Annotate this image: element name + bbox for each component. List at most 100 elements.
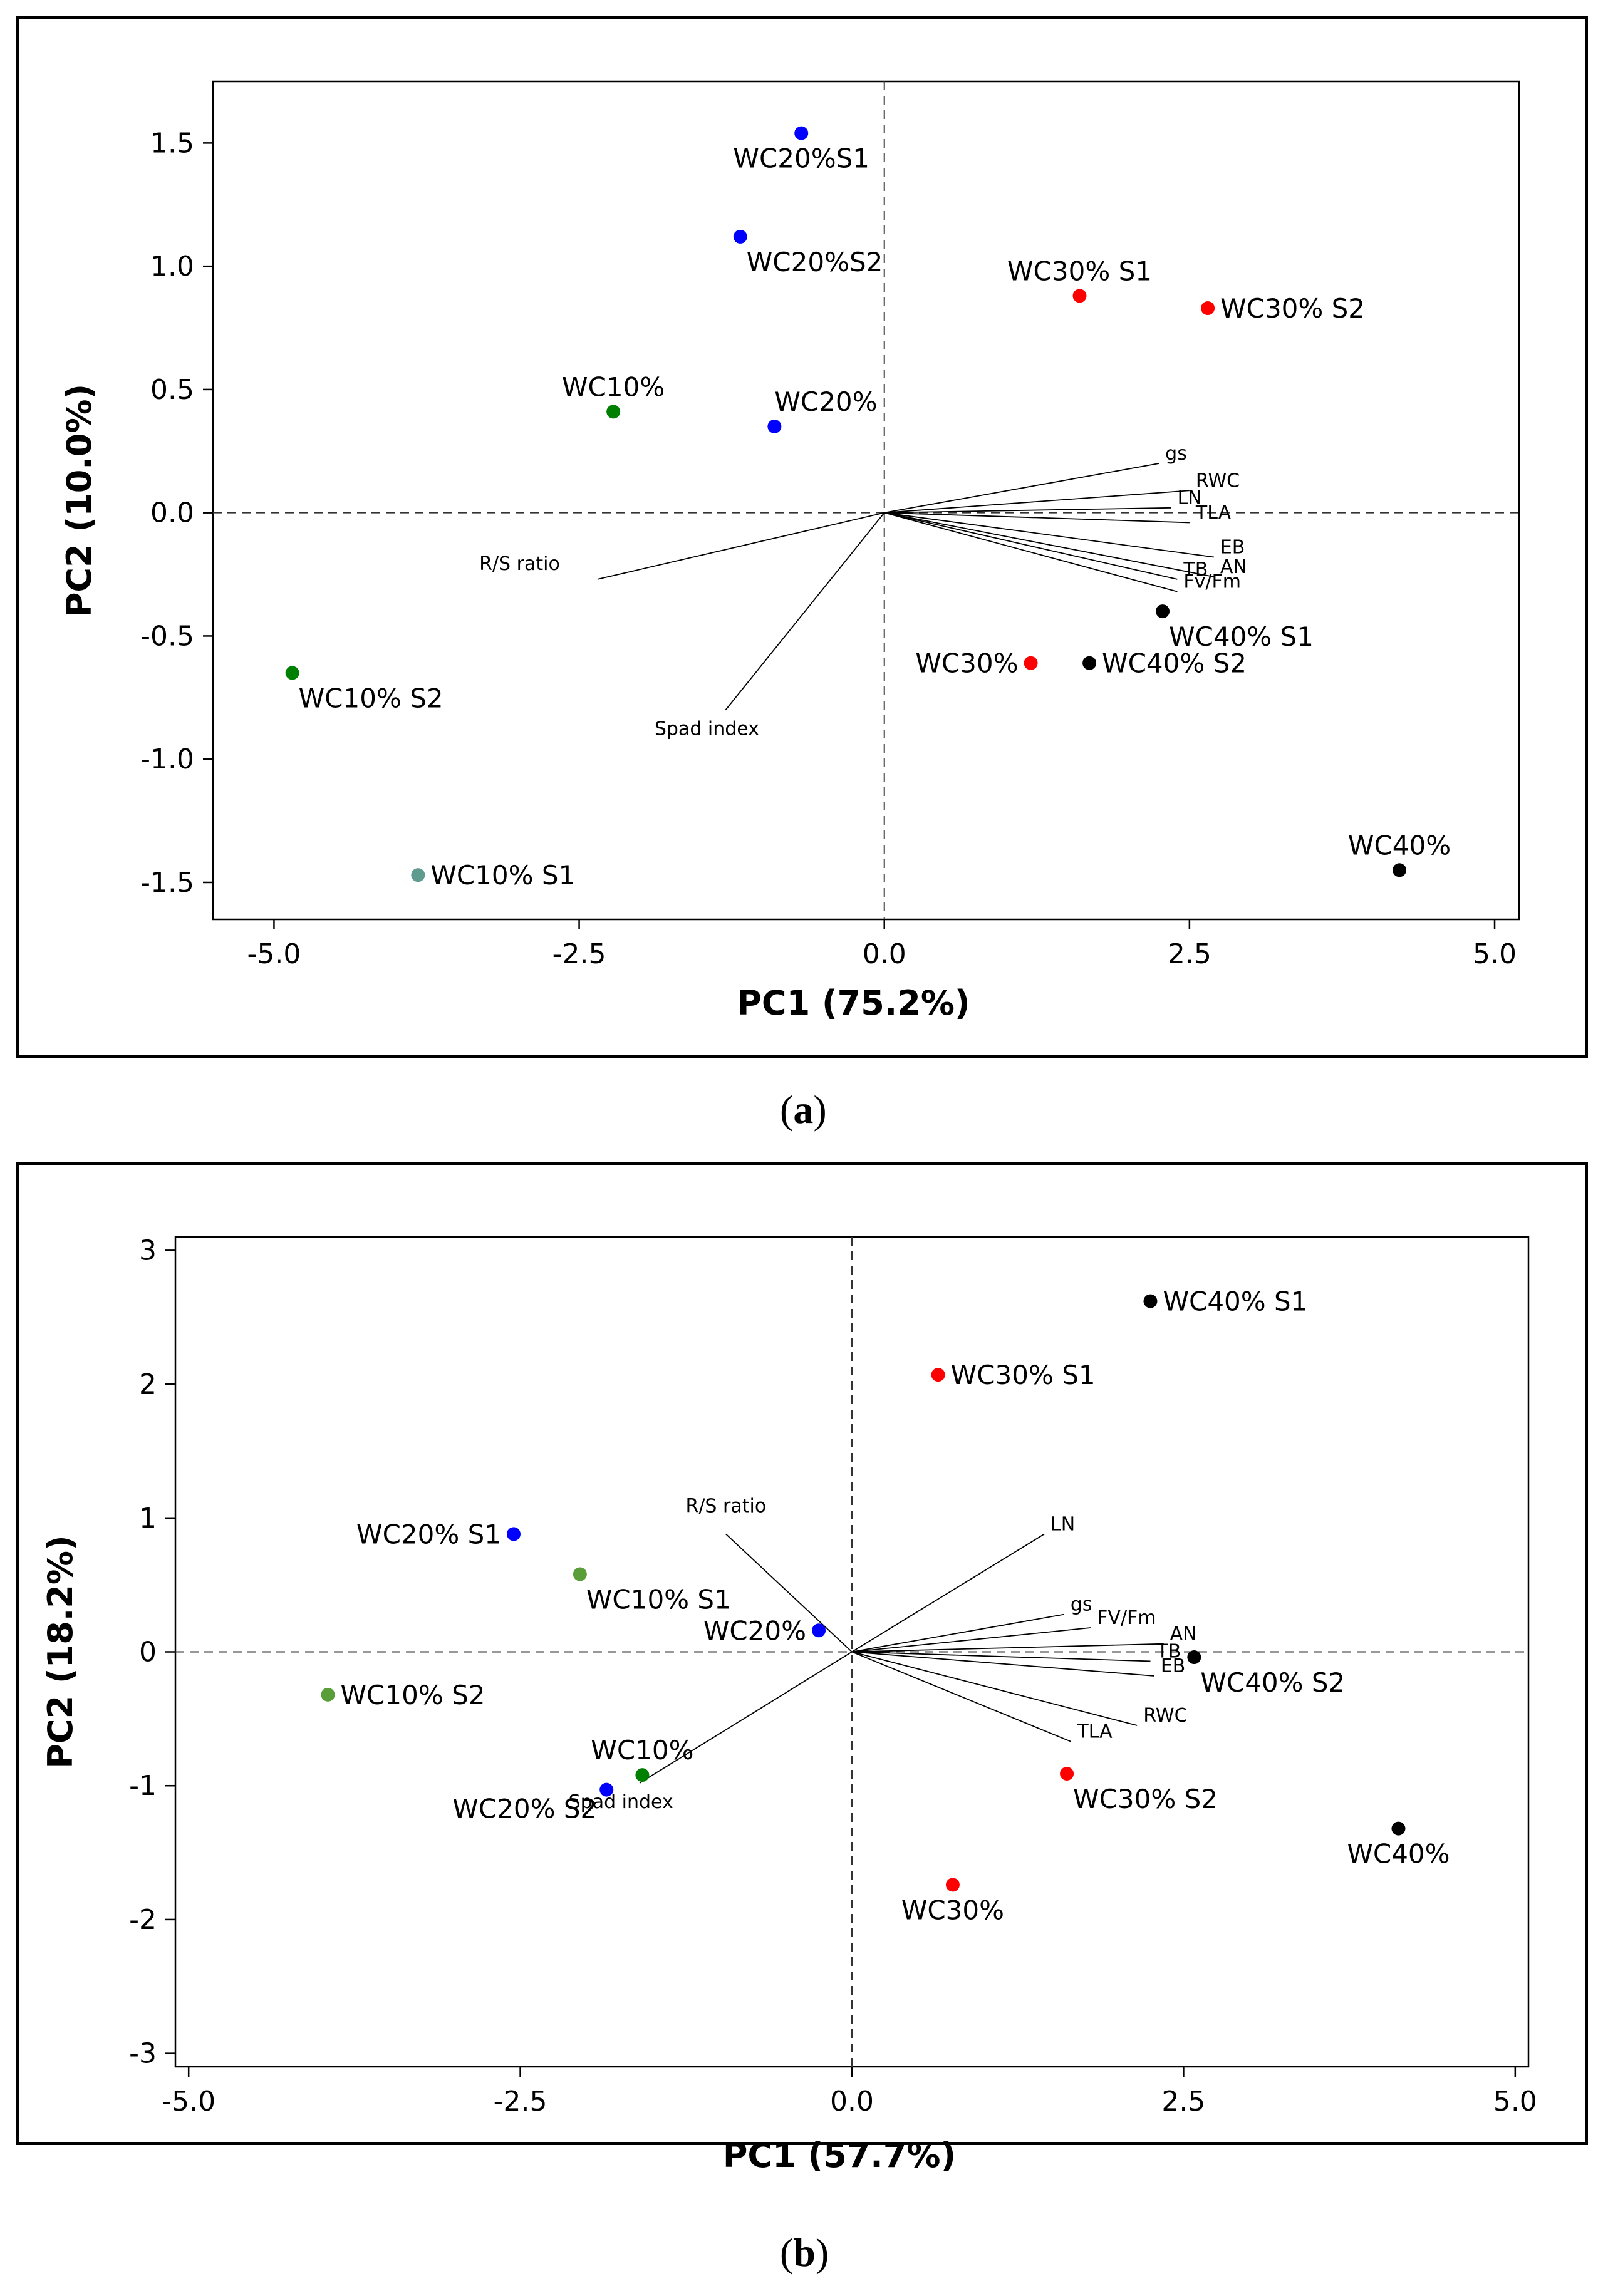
score-label-b: WC40% S2 (1200, 1667, 1345, 1698)
score-point-b (1187, 1650, 1201, 1665)
score-point-a (1082, 656, 1097, 670)
x-tick-label-b: 2.5 (1161, 2086, 1205, 2118)
loading-label-b: R/S ratio (685, 1495, 766, 1517)
y-tick-label-a: 0.0 (150, 497, 194, 529)
loading-vector-b (851, 1651, 1138, 1726)
score-point-a (1156, 604, 1170, 619)
loading-label-b: Spad index (569, 1791, 673, 1813)
caption-b: (b) (780, 2230, 829, 2275)
score-point-a (411, 868, 425, 882)
score-point-a (794, 126, 809, 140)
loading-vector-a (884, 512, 1214, 558)
loading-vector-b (851, 1651, 1154, 1677)
score-label-a: WC20%S1 (733, 143, 869, 174)
y-tick-label-b: 3 (139, 1234, 157, 1266)
loading-vector-a (884, 512, 1215, 577)
score-point-b (1060, 1766, 1074, 1781)
score-label-b: WC30% (901, 1895, 1004, 1925)
score-label-b: WC40% (1347, 1839, 1450, 1869)
loading-vector-b (851, 1651, 1071, 1742)
y-tick-label-a: -1.5 (140, 867, 194, 899)
x-tick-label-a: -5.0 (247, 938, 301, 970)
score-label-a: WC10% (562, 371, 665, 402)
score-point-b (931, 1368, 945, 1382)
plot-area-a (212, 80, 1520, 921)
score-point-a (606, 405, 621, 419)
chart-frame-a (16, 16, 1588, 1058)
x-tick-label-b: 5.0 (1493, 2086, 1537, 2118)
score-point-b (1143, 1294, 1158, 1308)
loading-label-a: EB (1220, 537, 1245, 559)
score-point-a (767, 419, 782, 433)
loading-label-b: TLA (1076, 1721, 1113, 1743)
loading-vector-a (725, 512, 885, 711)
loading-vector-a (597, 512, 884, 580)
score-label-a: WC40% S1 (1169, 621, 1314, 652)
score-point-b (573, 1567, 587, 1581)
y-tick-label-a: 1.5 (150, 127, 194, 159)
y-axis-title-a: PC2 (10.0%) (60, 384, 99, 617)
loading-vector-a (884, 507, 1171, 514)
loading-label-a: RWC (1196, 470, 1240, 492)
score-label-b: WC30% S1 (951, 1360, 1096, 1390)
y-tick-label-a: 0.5 (150, 374, 194, 406)
x-tick-label-a: -2.5 (552, 938, 606, 970)
y-tick-label-a: -0.5 (140, 620, 194, 652)
loading-label-b: RWC (1143, 1705, 1187, 1727)
score-point-a (733, 229, 747, 244)
loading-label-a: R/S ratio (479, 553, 560, 575)
loading-vector-b (851, 1613, 1064, 1653)
score-point-a (1072, 289, 1087, 303)
loading-label-b: AN (1170, 1623, 1197, 1645)
y-tick-label-b: 1 (139, 1502, 157, 1534)
loading-label-b: LN (1050, 1513, 1075, 1535)
score-point-b (1391, 1821, 1406, 1836)
x-tick-label-b: -2.5 (494, 2086, 547, 2118)
score-label-a: WC10% S1 (430, 860, 575, 891)
chart-frame-b (16, 1162, 1588, 2145)
score-label-a: WC40% (1348, 830, 1451, 861)
loading-label-a: gs (1165, 443, 1187, 465)
x-tick-label-a: 2.5 (1168, 938, 1211, 970)
x-tick-label-b: -5.0 (162, 2086, 215, 2118)
y-tick-label-b: -1 (129, 1770, 157, 1802)
loading-vector-a (884, 512, 1190, 524)
loading-vector-b (851, 1533, 1045, 1653)
score-label-a: WC30% (915, 648, 1018, 679)
y-tick-label-b: -2 (129, 1904, 157, 1936)
score-point-a (285, 666, 299, 680)
score-point-b (507, 1527, 521, 1541)
score-point-b (945, 1878, 960, 1892)
loading-label-b: TB (1156, 1640, 1181, 1662)
score-point-b (599, 1782, 614, 1797)
loading-vector-b (851, 1651, 1151, 1662)
score-label-b: WC20% (703, 1615, 806, 1646)
x-tick-label-b: 0.0 (830, 2086, 874, 2118)
loading-label-a: Fv/Fm (1183, 571, 1241, 593)
loading-label-b: EB (1161, 1655, 1186, 1677)
loading-label-a: Spad index (655, 718, 759, 740)
x-tick-label-a: 0.0 (863, 938, 906, 970)
loading-vector-b (851, 1627, 1091, 1653)
loading-vector-b (851, 1643, 1164, 1653)
score-label-a: WC20% (774, 386, 877, 417)
loading-vector-a (884, 490, 1190, 514)
y-tick-label-b: 2 (139, 1368, 157, 1400)
score-label-a: WC20%S2 (747, 247, 883, 277)
loading-label-a: TB (1183, 559, 1208, 581)
score-point-a (1024, 656, 1038, 670)
score-label-b: WC20% S2 (452, 1794, 597, 1824)
score-point-a (1393, 863, 1407, 877)
loading-vector-a (884, 512, 1178, 592)
loading-label-b: FV/Fm (1097, 1607, 1156, 1629)
loading-label-a: LN (1178, 487, 1202, 509)
y-tick-label-a: -1.0 (140, 743, 194, 775)
loading-vector-a (884, 463, 1159, 514)
score-point-a (1201, 301, 1215, 316)
score-label-a: WC10% S2 (299, 683, 443, 713)
score-point-b (812, 1623, 826, 1638)
score-label-b: WC20% S1 (356, 1519, 501, 1549)
score-point-b (321, 1687, 335, 1702)
caption-a: (a) (780, 1087, 827, 1132)
